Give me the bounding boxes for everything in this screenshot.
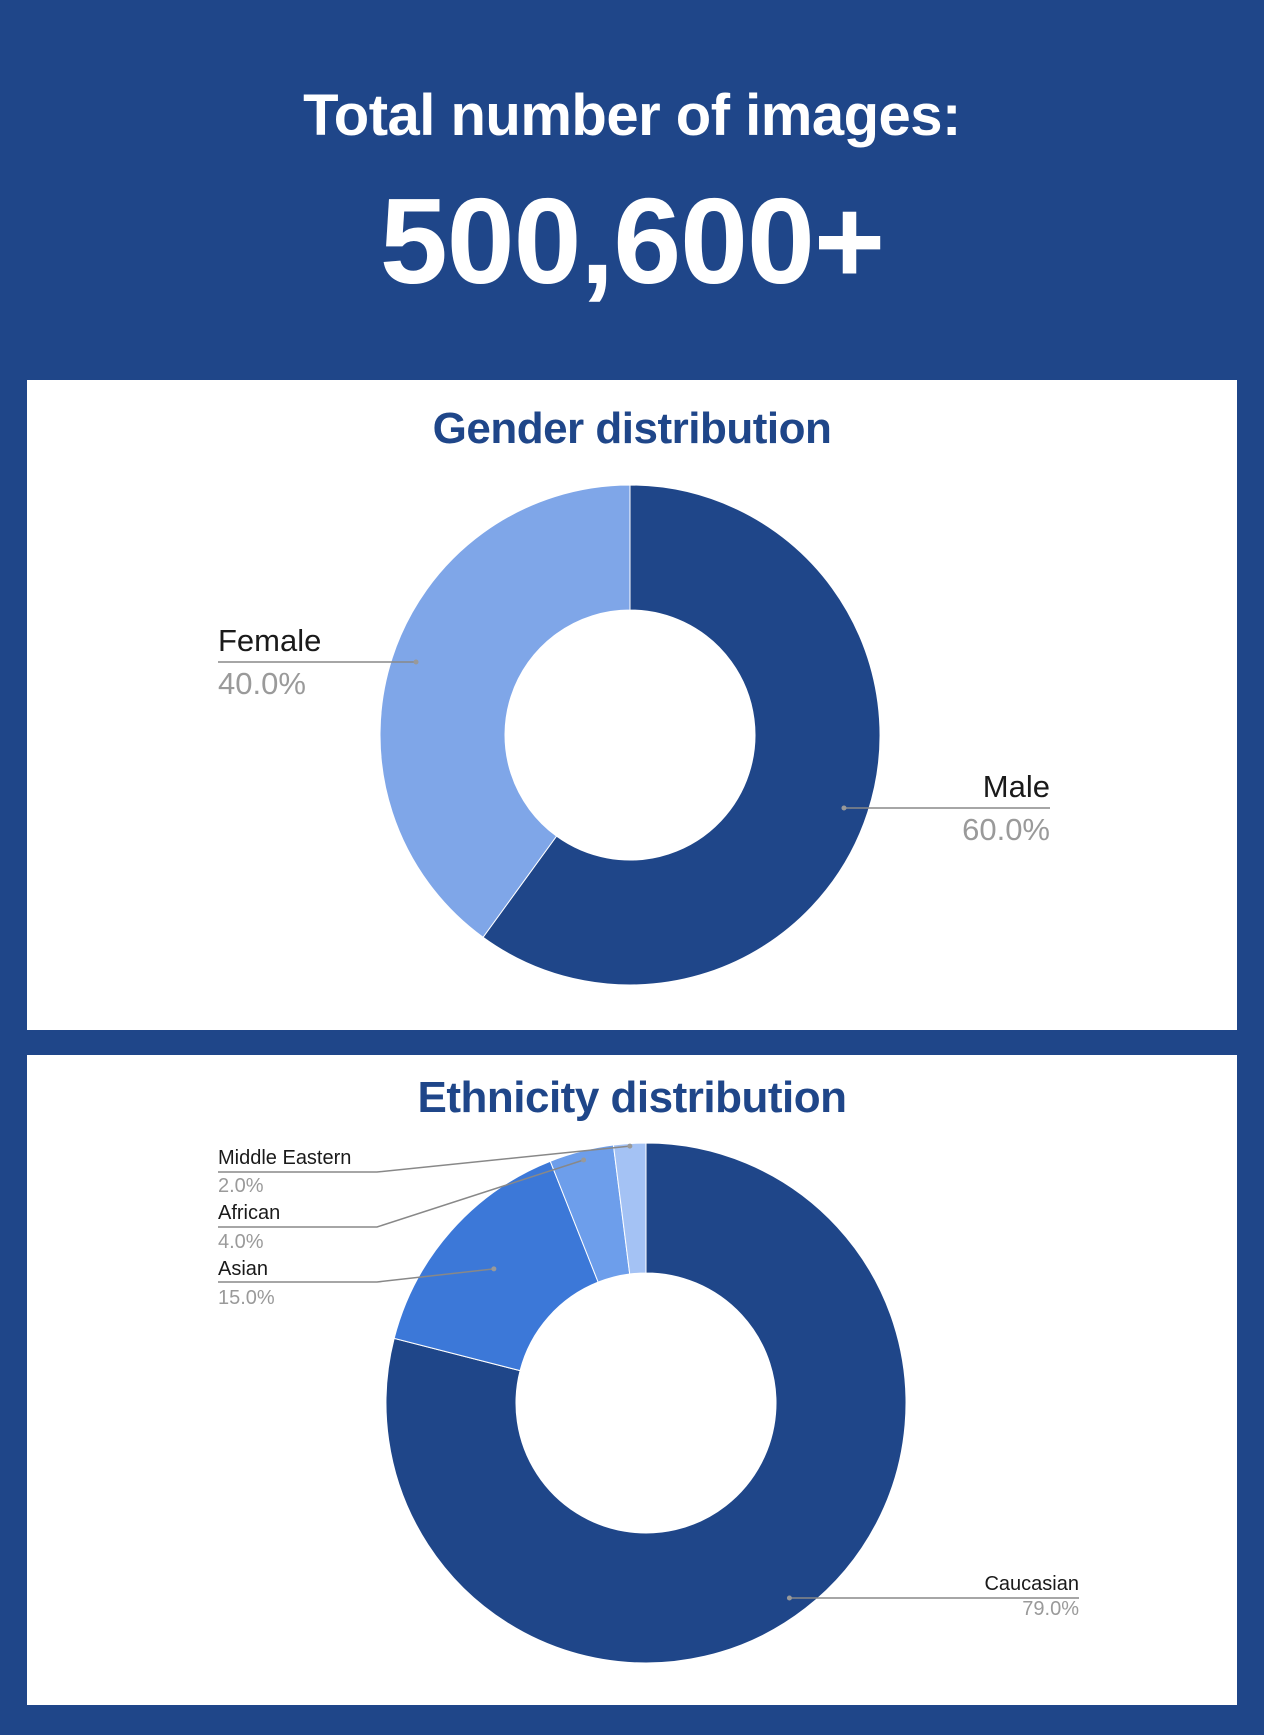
ethnicity-donut-chart: Caucasian 79.0% Asian 15.0% African 4.0% Middl… — [218, 1142, 1079, 1664]
ethnicity-chart-panel: Ethnicity distribution Caucasian 79.0% Asi… — [27, 1055, 1237, 1705]
gender-chart-title: Gender distribution — [432, 404, 832, 453]
ethnicity-leader-asian — [218, 1268, 494, 1283]
ethnicity-label-asian: Asian — [218, 1258, 268, 1280]
ethnicity-value-asian: 15.0% — [218, 1287, 275, 1309]
ethnicity-slice-middle-eastern — [612, 1142, 647, 1275]
gender-leader-dot-male — [841, 805, 847, 811]
ethnicity-value-caucasian: 79.0% — [1022, 1598, 1079, 1620]
header: Total number of images: 500,600+ — [0, 0, 1264, 380]
ethnicity-slice-asian — [393, 1160, 599, 1372]
ethnicity-leader-dot-middle-eastern — [627, 1143, 633, 1149]
gender-value-female: 40.0% — [218, 666, 306, 701]
ethnicity-leader-dot-african — [581, 1157, 587, 1163]
gender-donut-chart: Male 60.0% Female 40.0% — [218, 484, 1050, 986]
header-title: Total number of images: — [303, 83, 961, 148]
ethnicity-leader-african — [218, 1159, 584, 1228]
ethnicity-leader-dot-caucasian — [786, 1595, 792, 1601]
total-images-count: 500,600+ — [379, 173, 885, 309]
ethnicity-label-caucasian: Caucasian — [984, 1573, 1079, 1595]
ethnicity-leader-dot-asian — [491, 1266, 497, 1272]
gender-label-male: Male — [983, 769, 1050, 804]
gender-leader-dot-female — [413, 659, 419, 665]
ethnicity-label-african: African — [218, 1202, 280, 1224]
gender-label-female: Female — [218, 623, 321, 658]
ethnicity-label-middle-eastern: Middle Eastern — [218, 1147, 351, 1169]
gender-slice-female — [379, 484, 631, 938]
ethnicity-chart-title: Ethnicity distribution — [417, 1073, 847, 1122]
ethnicity-value-african: 4.0% — [218, 1231, 264, 1253]
gender-slice-male — [482, 484, 881, 986]
ethnicity-value-middle-eastern: 2.0% — [218, 1175, 264, 1197]
ethnicity-slice-caucasian — [385, 1142, 907, 1664]
gender-value-male: 60.0% — [962, 812, 1050, 847]
ethnicity-leader-middle-eastern — [218, 1145, 630, 1173]
gender-chart-panel: Gender distribution Male 60.0% Female 40.0% — [27, 380, 1237, 1030]
